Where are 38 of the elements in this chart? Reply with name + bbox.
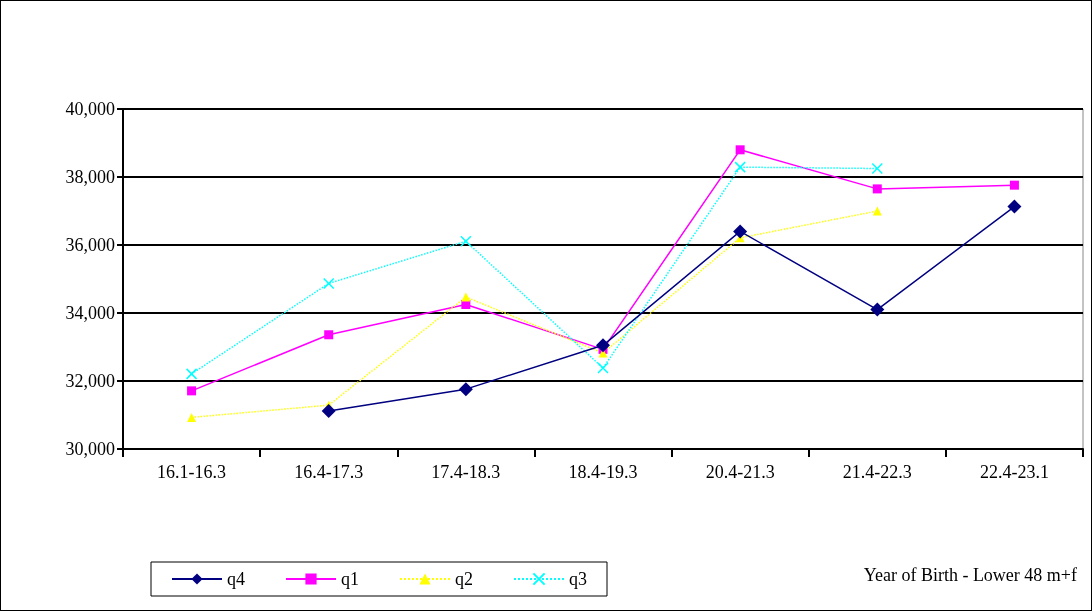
point [321,403,336,418]
y-tick-label: 40,000 [65,99,115,119]
x-tick-label: 17.4-18.3 [431,462,501,482]
point [735,145,745,155]
point [187,412,197,422]
x-tick-label: 22.4-23.1 [979,462,1049,482]
x-tick-label: 21.4-22.3 [842,462,912,482]
y-tick-label: 36,000 [65,235,115,255]
legend-label: q1 [341,569,359,589]
point [734,161,746,173]
point [870,302,885,317]
legend-label: q3 [569,569,587,589]
point [597,362,609,374]
y-tick-label: 38,000 [65,167,115,187]
point [322,277,335,290]
point [324,330,334,340]
y-tick-label: 34,000 [65,303,115,323]
point [596,338,610,353]
y-tick-label: 32,000 [65,371,115,391]
point [872,184,882,194]
point [1007,199,1022,214]
legend-label: q2 [455,569,473,589]
point [458,382,473,397]
point [461,292,471,302]
y-tick-label: 30,000 [65,439,115,459]
x-tick-label: 18.4-19.3 [568,462,638,482]
point [1009,180,1019,190]
legend-label: q4 [227,569,245,589]
point [733,224,748,239]
x-tick-label: 20.4-21.3 [705,462,775,482]
x-tick-label: 16.1-16.3 [157,462,227,482]
point [871,162,884,175]
point [187,386,197,396]
x-axis-title: Year of Birth - Lower 48 m+f [863,565,1078,585]
point [185,368,198,380]
x-tick-label: 16.4-17.3 [294,462,364,482]
point [872,206,882,216]
point [460,235,472,248]
